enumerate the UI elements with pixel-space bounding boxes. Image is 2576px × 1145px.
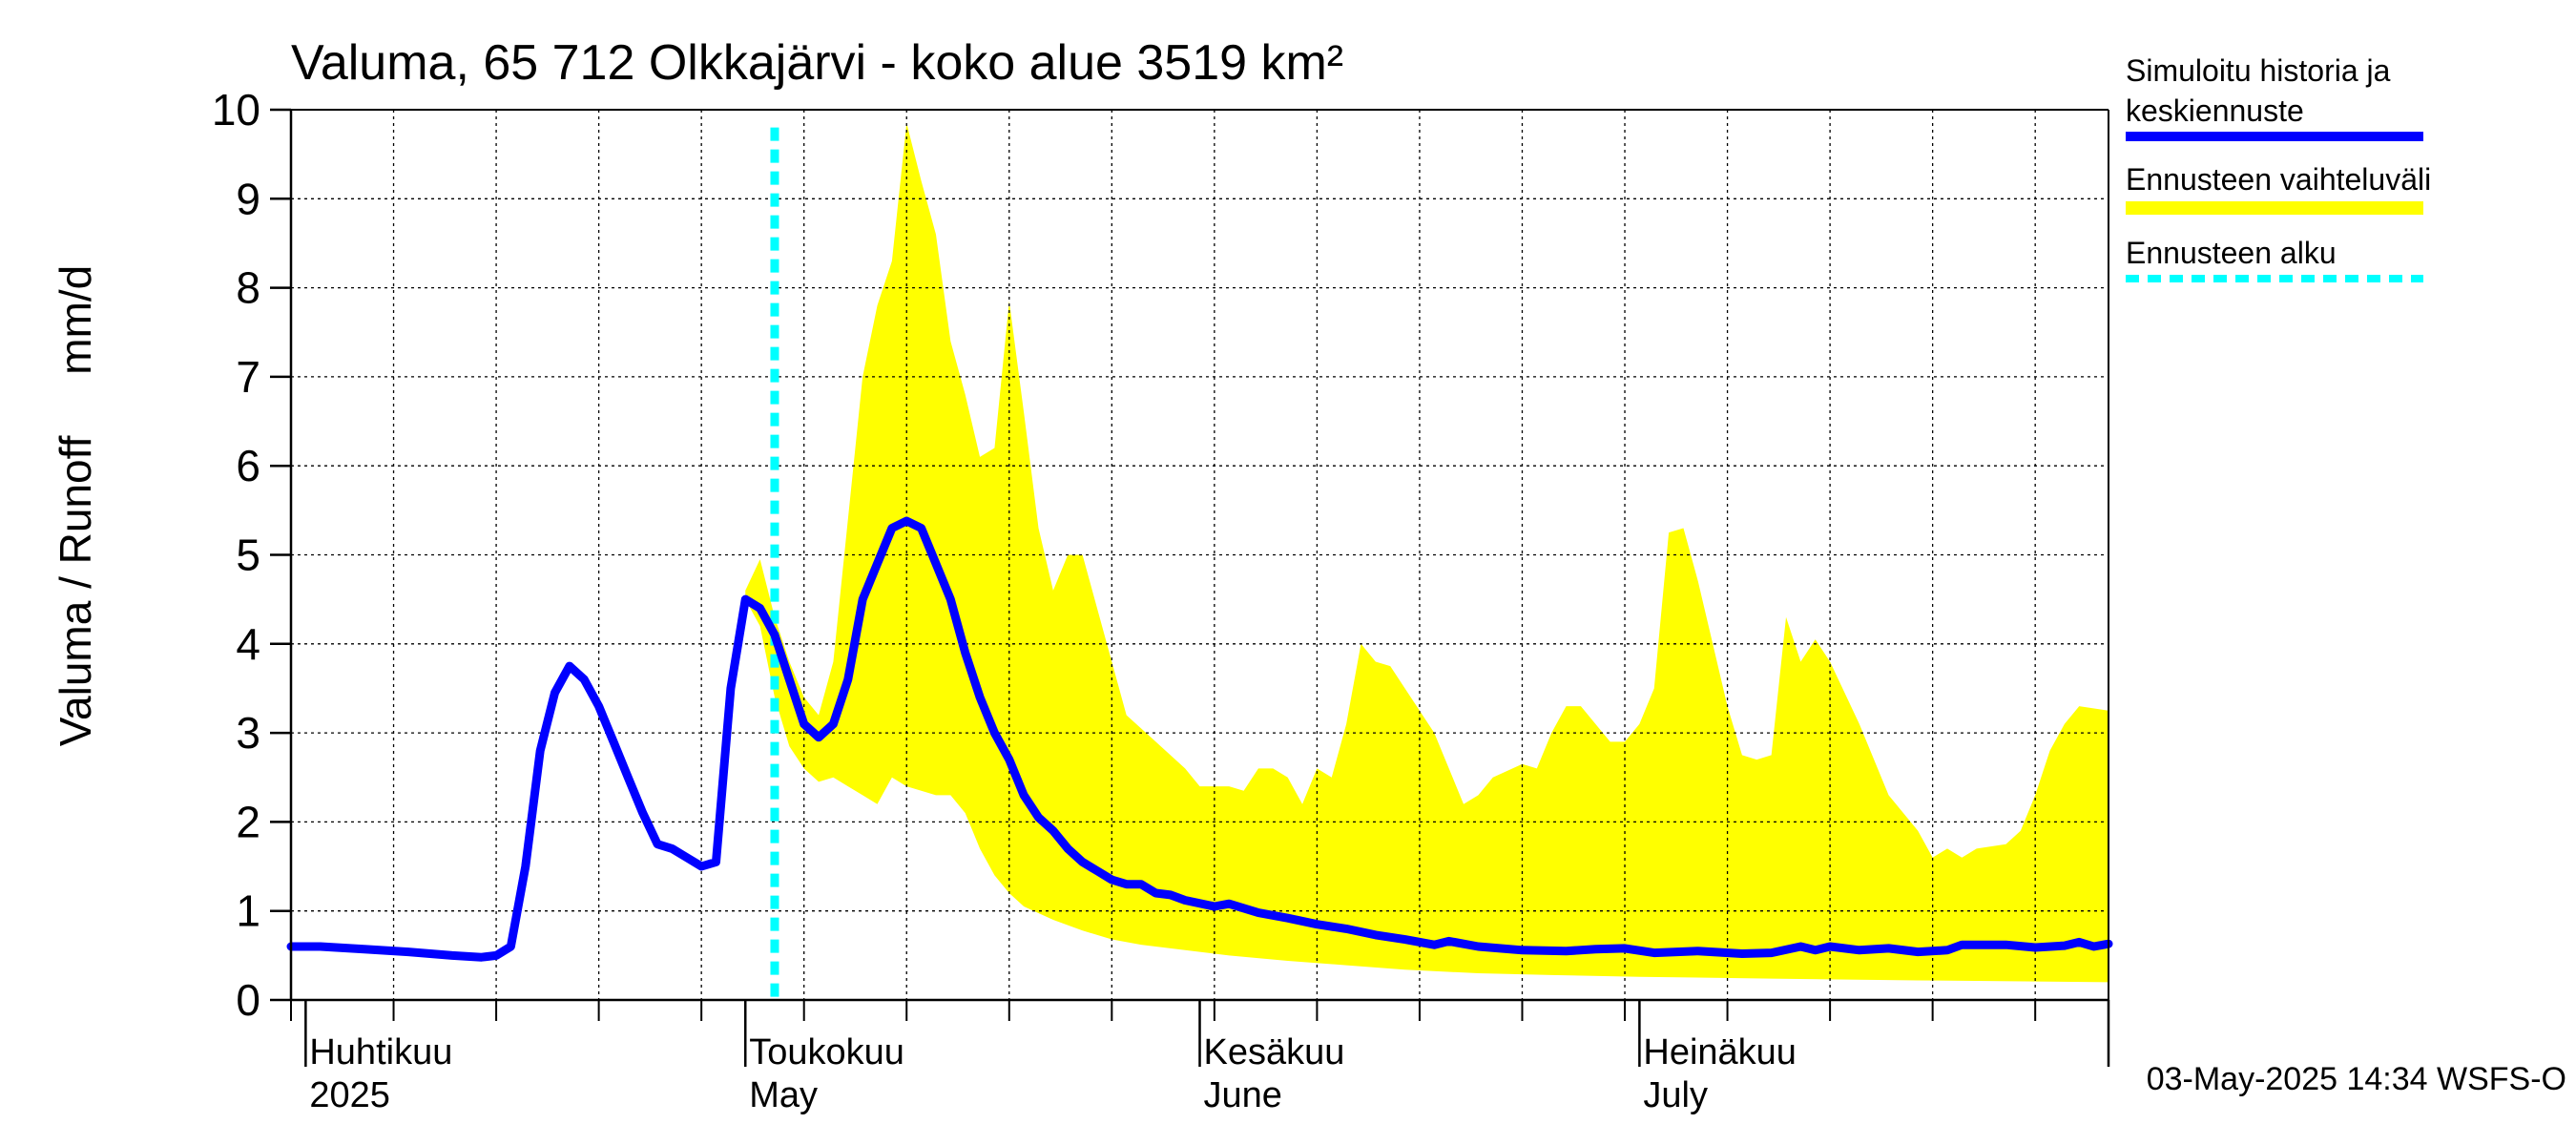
footer-timestamp: 03-May-2025 14:34 WSFS-O [2147,1061,2566,1097]
y-tick-label-9: 9 [236,174,260,223]
legend-label-forecast-start: Ennusteen alku [2126,236,2337,270]
series-line-simulated [286,516,2113,962]
y-tick-label-3: 3 [236,708,260,758]
y-tick-labels: 0 1 2 3 4 5 6 7 8 9 10 [212,85,260,1025]
x-month-sublabel-2: June [1204,1075,1282,1115]
y-tick-label-8: 8 [236,263,260,313]
legend: Simuloitu historia ja keskiennuste Ennus… [2126,53,2431,282]
legend-label-simulated-line1: Simuloitu historia ja [2126,53,2391,88]
axes [270,108,2110,1067]
x-month-sublabel-1: May [749,1075,818,1115]
y-tick-label-6: 6 [236,441,260,490]
x-month-label-1: Toukokuu [749,1032,904,1072]
y-tick-label-5: 5 [236,531,260,580]
y-tick-label-0: 0 [236,975,260,1025]
forecast-range-band [745,122,2109,983]
y-tick-label-1: 1 [236,886,260,936]
legend-label-range: Ennusteen vaihteluväli [2126,162,2431,197]
y-tick-label-2: 2 [236,797,260,846]
x-month-label-0: Huhtikuu [309,1032,452,1072]
chart-title: Valuma, 65 712 Olkkajärvi - koko alue 35… [291,35,1343,91]
x-month-sublabel-3: July [1643,1075,1708,1115]
series-layer [286,516,2113,962]
x-month-label-3: Heinäkuu [1643,1032,1797,1072]
x-month-sublabel-0: 2025 [309,1075,390,1115]
y-tick-label-7: 7 [236,352,260,402]
y-axis-label: Valuma / Runoff mm/d [51,265,100,747]
y-tick-label-10: 10 [212,85,260,135]
legend-label-simulated-line2: keskiennuste [2126,94,2304,128]
forecast-range-layer [745,122,2109,983]
x-month-label-2: Kesäkuu [1204,1032,1345,1072]
y-tick-label-4: 4 [236,619,260,669]
